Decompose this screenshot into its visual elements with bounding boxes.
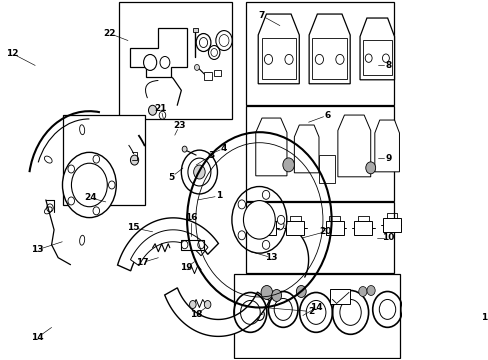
Polygon shape bbox=[130, 230, 207, 266]
Bar bbox=[325, 221, 343, 235]
Circle shape bbox=[264, 54, 272, 64]
Bar bbox=[203, 72, 211, 80]
Circle shape bbox=[366, 285, 374, 296]
Circle shape bbox=[238, 231, 245, 240]
Text: 2: 2 bbox=[307, 307, 314, 316]
Bar bbox=[245, 3, 393, 105]
Polygon shape bbox=[117, 218, 218, 271]
Circle shape bbox=[148, 105, 156, 115]
Circle shape bbox=[71, 163, 107, 207]
Circle shape bbox=[261, 285, 272, 300]
Circle shape bbox=[271, 289, 281, 301]
Text: 8: 8 bbox=[385, 61, 390, 70]
Bar bbox=[285, 221, 304, 235]
Text: 17: 17 bbox=[135, 258, 148, 267]
Polygon shape bbox=[258, 14, 299, 84]
Circle shape bbox=[358, 287, 366, 297]
Bar bbox=[318, 155, 335, 183]
Text: 16: 16 bbox=[184, 213, 197, 222]
Circle shape bbox=[204, 301, 210, 309]
Polygon shape bbox=[129, 28, 187, 77]
Polygon shape bbox=[374, 120, 399, 172]
Circle shape bbox=[194, 64, 199, 71]
Circle shape bbox=[285, 54, 292, 64]
Text: 13: 13 bbox=[265, 253, 277, 262]
Text: 10: 10 bbox=[381, 233, 394, 242]
Ellipse shape bbox=[80, 235, 84, 245]
Circle shape bbox=[282, 158, 294, 172]
Circle shape bbox=[262, 240, 269, 249]
Polygon shape bbox=[164, 288, 269, 336]
Circle shape bbox=[62, 152, 116, 217]
Circle shape bbox=[130, 155, 139, 165]
Circle shape bbox=[323, 164, 332, 176]
Bar bbox=[214, 71, 220, 76]
Bar bbox=[233, 274, 399, 357]
Polygon shape bbox=[337, 115, 370, 177]
Bar bbox=[245, 107, 393, 201]
Circle shape bbox=[277, 215, 284, 224]
Text: 14: 14 bbox=[31, 333, 44, 342]
Circle shape bbox=[382, 54, 388, 62]
Text: 24: 24 bbox=[84, 193, 97, 202]
Text: 21: 21 bbox=[154, 104, 167, 113]
Circle shape bbox=[160, 57, 169, 68]
Ellipse shape bbox=[44, 156, 52, 163]
Circle shape bbox=[335, 54, 344, 64]
Polygon shape bbox=[294, 125, 318, 173]
Text: 19: 19 bbox=[180, 263, 192, 272]
Text: 6: 6 bbox=[324, 111, 330, 120]
Circle shape bbox=[182, 146, 187, 152]
Circle shape bbox=[238, 200, 245, 209]
Bar bbox=[261, 39, 295, 79]
Text: 22: 22 bbox=[103, 29, 116, 38]
Bar bbox=[354, 221, 371, 235]
Text: 12: 12 bbox=[6, 49, 19, 58]
Circle shape bbox=[132, 50, 140, 60]
Circle shape bbox=[262, 190, 269, 199]
Text: 5: 5 bbox=[168, 172, 174, 181]
Text: 3: 3 bbox=[208, 150, 214, 159]
Bar bbox=[362, 40, 391, 76]
Bar bbox=[192, 28, 197, 32]
Circle shape bbox=[296, 285, 305, 297]
Bar bbox=[312, 39, 346, 79]
Text: 11: 11 bbox=[480, 313, 488, 322]
Text: 1: 1 bbox=[216, 192, 222, 201]
Circle shape bbox=[193, 165, 205, 179]
Bar bbox=[382, 218, 400, 232]
Text: 15: 15 bbox=[127, 223, 140, 232]
Circle shape bbox=[365, 54, 371, 62]
Text: 20: 20 bbox=[318, 227, 330, 236]
Circle shape bbox=[187, 158, 210, 186]
Ellipse shape bbox=[80, 125, 84, 135]
Text: 23: 23 bbox=[173, 121, 185, 130]
Bar bbox=[119, 3, 231, 119]
Circle shape bbox=[315, 54, 323, 64]
Text: 4: 4 bbox=[221, 144, 227, 153]
Circle shape bbox=[254, 309, 264, 320]
Bar bbox=[63, 116, 145, 205]
Text: 7: 7 bbox=[258, 11, 264, 20]
Bar bbox=[258, 221, 276, 235]
Polygon shape bbox=[359, 18, 394, 80]
Circle shape bbox=[189, 301, 196, 309]
Circle shape bbox=[243, 201, 275, 239]
Text: 13: 13 bbox=[31, 245, 44, 254]
Bar bbox=[245, 202, 393, 273]
Ellipse shape bbox=[44, 207, 52, 214]
Circle shape bbox=[365, 162, 375, 174]
Text: 9: 9 bbox=[384, 154, 391, 163]
Text: 14: 14 bbox=[310, 303, 323, 312]
Circle shape bbox=[181, 150, 217, 194]
Polygon shape bbox=[308, 14, 349, 84]
Circle shape bbox=[143, 54, 156, 71]
Bar bbox=[181, 240, 204, 250]
Text: 18: 18 bbox=[189, 310, 202, 319]
Polygon shape bbox=[255, 118, 286, 176]
Bar bbox=[329, 289, 349, 305]
